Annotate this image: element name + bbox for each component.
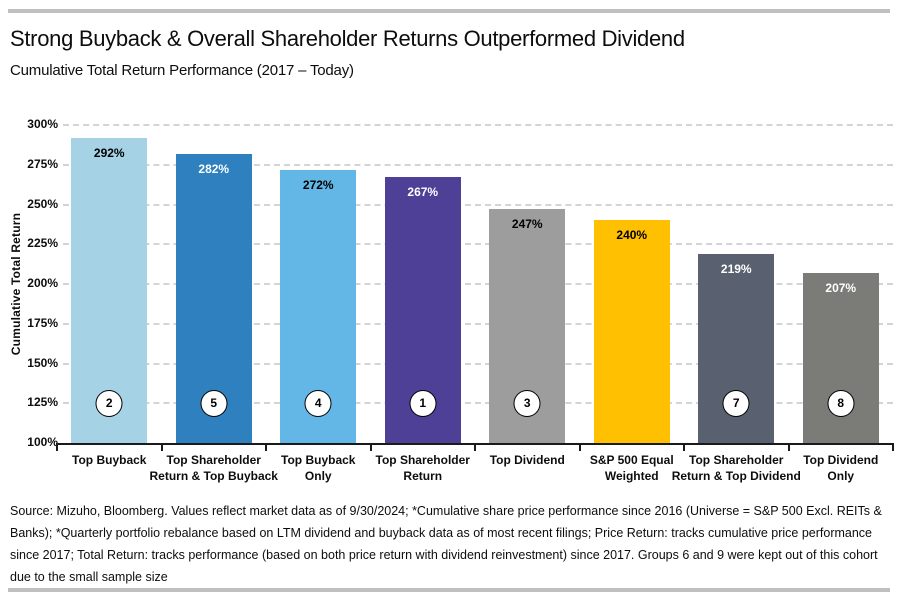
group-number-badge: 2	[95, 389, 123, 417]
bar-value-label: 207%	[825, 280, 857, 295]
y-gridline	[63, 322, 893, 325]
x-axis-tick	[892, 443, 894, 451]
bar-value-label: 247%	[511, 217, 543, 232]
x-axis-tick	[683, 443, 685, 451]
group-number-badge: 8	[827, 389, 855, 417]
group-number-badge: 7	[722, 389, 750, 417]
y-axis-tick-label: 225%	[27, 236, 58, 251]
bottom-divider-rule	[8, 588, 890, 592]
x-axis-category-label: Top Shareholder Return & Top Dividend	[671, 453, 801, 483]
x-axis-category-label: Top Dividend	[489, 453, 565, 467]
bar-value-label: 240%	[616, 228, 648, 243]
x-axis-category-label: Top Dividend Only	[803, 453, 879, 483]
bar-value-label: 219%	[720, 261, 752, 276]
bar-2[interactable]: 282% 5	[175, 153, 252, 443]
y-gridline	[63, 243, 893, 246]
y-axis-tick-label: 200%	[27, 276, 58, 290]
chart-subtitle: Cumulative Total Return Performance (201…	[10, 62, 354, 79]
group-number-badge: 3	[513, 389, 541, 417]
x-axis-category-label: Top Buyback Only	[281, 453, 356, 483]
x-axis-category-label: Top Shareholder Return & Top Buyback	[149, 453, 278, 483]
y-axis-tick-label: 250%	[27, 196, 58, 211]
x-axis-tick	[474, 443, 476, 451]
y-axis-tick-label: 275%	[27, 156, 58, 171]
x-axis-tick	[578, 443, 581, 451]
bar-value-label: 272%	[302, 177, 334, 192]
bar-value-label: 282%	[198, 161, 230, 176]
y-gridline	[63, 402, 893, 405]
bar-7[interactable]: 219% 7	[698, 253, 775, 443]
x-axis-category-label: Top Buyback	[72, 453, 147, 467]
page-title: Strong Buyback & Overall Shareholder Ret…	[10, 26, 685, 51]
group-number-badge: 4	[304, 389, 332, 417]
y-axis-tick-label: 150%	[27, 355, 58, 370]
y-gridline	[63, 124, 893, 126]
x-axis-category-label: S&P 500 Equal Weighted	[589, 453, 674, 483]
x-axis-tick	[369, 443, 372, 451]
top-divider-rule	[8, 9, 890, 13]
bar-4[interactable]: 267% 1	[384, 177, 461, 443]
y-axis-tick-label: 125%	[27, 395, 58, 410]
y-gridline	[63, 283, 893, 285]
y-axis-tick-label: 100%	[27, 435, 58, 449]
x-axis-tick	[787, 443, 790, 451]
group-number-badge: 1	[409, 389, 437, 417]
y-axis-tick-label: 175%	[27, 315, 58, 330]
group-number-badge: 5	[200, 389, 228, 417]
bar-value-label: 267%	[407, 185, 439, 200]
y-gridline	[63, 163, 893, 166]
x-axis-tick	[265, 443, 267, 451]
bar-value-label: 292%	[93, 145, 125, 160]
source-note: Source: Mizuho, Bloomberg. Values reflec…	[10, 504, 882, 584]
y-axis-tick-label: 300%	[27, 117, 58, 131]
x-axis-tick	[160, 443, 163, 451]
bar-1[interactable]: 292% 2	[71, 137, 148, 443]
bar-6[interactable]: 240%	[593, 220, 670, 443]
bar-8[interactable]: 207% 8	[802, 272, 879, 443]
y-gridline	[63, 362, 893, 365]
bar-3[interactable]: 272% 4	[280, 169, 357, 443]
bar-5[interactable]: 247% 3	[489, 209, 566, 443]
x-axis-tick	[56, 443, 58, 451]
y-gridline	[63, 203, 893, 206]
x-axis-category-label: Top Shareholder Return	[375, 453, 470, 483]
